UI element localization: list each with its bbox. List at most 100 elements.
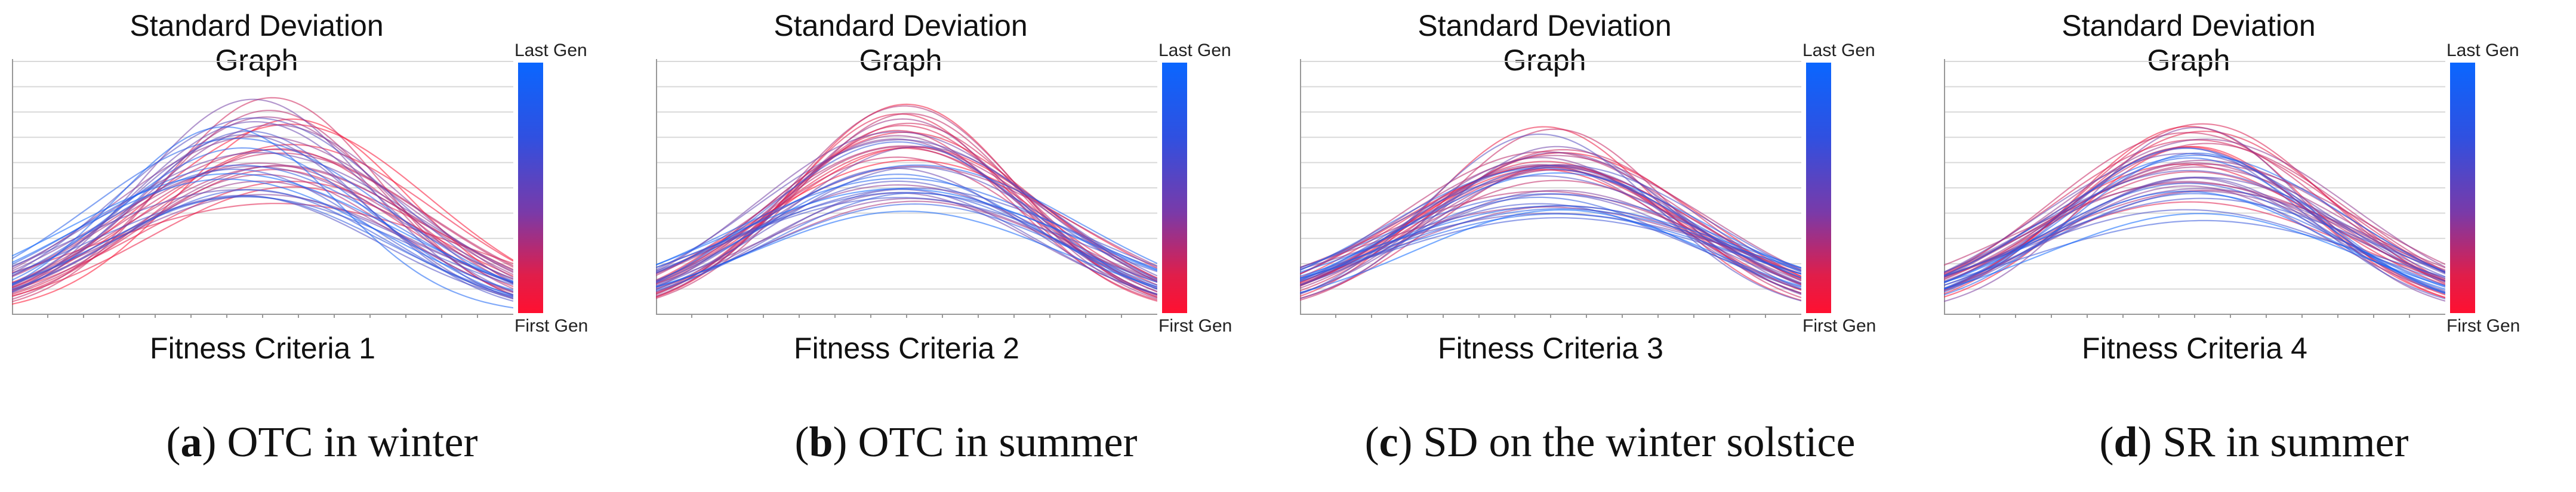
distribution-curve: [1944, 154, 2445, 277]
distribution-curve: [656, 188, 1157, 296]
x-axis-label: Fitness Criteria 3: [1438, 332, 1663, 365]
chart-title: Standard Deviation Graph: [1418, 9, 1672, 77]
caption-letter: c: [1379, 418, 1398, 466]
plot-area: [12, 59, 513, 318]
distribution-curve: [1300, 169, 1801, 286]
distribution-curve: [12, 194, 513, 284]
distribution-curve: [656, 197, 1157, 273]
caption-text: ) OTC in winter: [202, 418, 478, 466]
legend-top-label: Last Gen: [1802, 41, 1875, 60]
distribution-curve: [12, 130, 513, 302]
plot-area: [656, 59, 1157, 318]
caption-letter: b: [809, 418, 833, 466]
distribution-curve: [12, 165, 513, 284]
legend-top-label: Last Gen: [2446, 41, 2519, 60]
distribution-curve: [1300, 151, 1801, 280]
distribution-curve: [656, 138, 1157, 292]
distribution-curve: [1300, 128, 1801, 301]
axis-frame: [12, 59, 513, 315]
distribution-curve: [656, 125, 1157, 296]
distribution-curve: [1300, 208, 1801, 277]
distribution-curve: [12, 195, 513, 296]
legend-top-label: Last Gen: [1158, 41, 1231, 60]
distribution-curve: [12, 173, 513, 283]
distribution-curve: [1300, 213, 1801, 279]
legend-bottom-label: First Gen: [1158, 316, 1232, 336]
distribution-curve: [656, 178, 1157, 271]
legend-gradient-bar: [2450, 63, 2475, 313]
legend-bottom-label: First Gen: [514, 316, 588, 336]
distribution-curve: [1300, 167, 1801, 279]
distribution-curve: [1944, 157, 2445, 293]
distribution-curve: [12, 147, 513, 296]
distribution-curve: [1944, 213, 2445, 290]
caption-text: ) SD on the winter solstice: [1398, 418, 1856, 466]
distribution-curve: [1300, 205, 1801, 273]
distribution-curve: [1944, 152, 2445, 296]
distribution-curve: [656, 129, 1157, 301]
distribution-curve: [656, 139, 1157, 277]
distribution-curve: [1944, 132, 2445, 283]
axis-frame: [1300, 59, 1801, 315]
figure-caption: (a) OTC in winter: [166, 418, 478, 466]
distribution-curve: [12, 168, 513, 298]
legend-gradient-bar: [518, 63, 543, 313]
figure-caption: (c) SD on the winter solstice: [1364, 418, 1856, 466]
chart-panel-d: Standard Deviation Graph Fitness Criteri…: [1932, 0, 2576, 492]
figure-caption: (d) SR in summer: [2099, 418, 2409, 466]
distribution-curve: [1944, 190, 2445, 290]
distribution-curve: [656, 188, 1157, 271]
legend-gradient-bar: [1162, 63, 1187, 313]
distribution-curve: [656, 135, 1157, 295]
caption-text: ) OTC in summer: [833, 418, 1138, 466]
plot-area: [1300, 59, 1801, 318]
x-axis-label: Fitness Criteria 4: [2082, 332, 2307, 365]
distribution-curve: [1300, 148, 1801, 292]
distribution-curve: [12, 162, 513, 280]
distribution-curve: [1300, 157, 1801, 294]
distribution-curve: [12, 137, 513, 284]
chart-title: Standard Deviation Graph: [2062, 9, 2316, 77]
distribution-curve: [1944, 146, 2445, 299]
legend-top-label: Last Gen: [514, 41, 587, 60]
distribution-curve: [12, 116, 513, 293]
figure-caption: (b) OTC in summer: [794, 418, 1138, 466]
caption-text: ) SR in summer: [2137, 418, 2409, 466]
axis-frame: [1944, 59, 2445, 315]
distribution-curve: [656, 174, 1157, 290]
x-axis-label: Fitness Criteria 1: [150, 332, 375, 365]
distribution-curve: [1300, 209, 1801, 293]
distribution-curve: [656, 197, 1157, 284]
distribution-curve: [12, 117, 513, 282]
distribution-curve: [1944, 123, 2445, 292]
distribution-curve: [656, 191, 1157, 270]
legend-bottom-label: First Gen: [1802, 316, 1876, 336]
chart-panel-b: Standard Deviation Graph Fitness Criteri…: [644, 0, 1288, 492]
x-axis-label: Fitness Criteria 2: [794, 332, 1019, 365]
caption-letter: d: [2113, 418, 2138, 466]
distribution-curve: [1944, 209, 2445, 282]
distribution-curve: [1300, 217, 1801, 279]
distribution-curve: [656, 141, 1157, 290]
distribution-curve: [12, 178, 513, 291]
distribution-curve: [656, 113, 1157, 299]
legend-gradient-bar: [1806, 63, 1831, 313]
caption-letter: a: [180, 418, 202, 466]
chart-title: Standard Deviation Graph: [130, 9, 384, 77]
distribution-curve: [1944, 219, 2445, 283]
distribution-curve: [656, 166, 1157, 287]
distribution-curve: [1944, 125, 2445, 298]
distribution-curve: [1944, 153, 2445, 282]
chart-title: Standard Deviation Graph: [774, 9, 1028, 77]
distribution-curve: [1944, 138, 2445, 279]
axis-frame: [656, 59, 1157, 315]
distribution-curve: [1300, 193, 1801, 269]
distribution-curve: [1300, 196, 1801, 290]
distribution-curve: [1300, 166, 1801, 294]
distribution-curve: [656, 211, 1157, 288]
distribution-curve: [656, 145, 1157, 279]
plot-area: [1944, 59, 2445, 318]
chart-panel-a: Standard Deviation Graph Fitness Criteri…: [0, 0, 644, 492]
distribution-curve: [1300, 172, 1801, 279]
legend-bottom-label: First Gen: [2446, 316, 2520, 336]
